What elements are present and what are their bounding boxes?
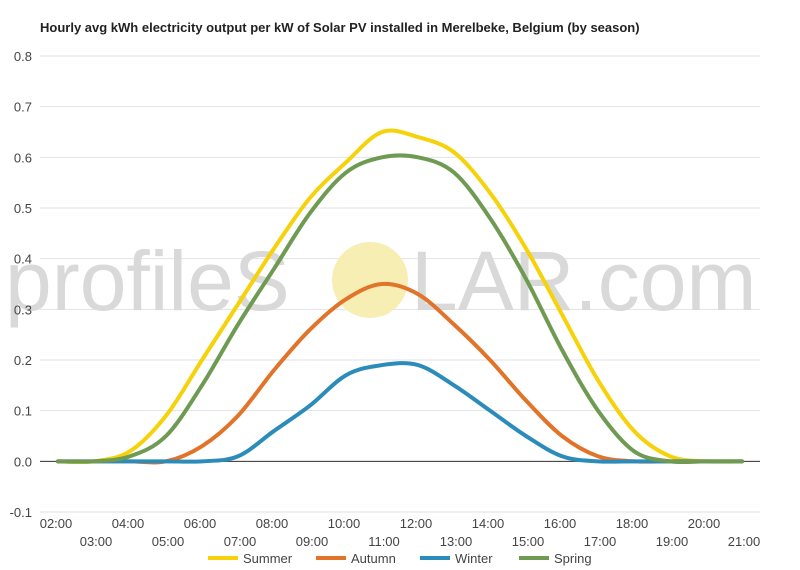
grid	[40, 55, 760, 513]
y-tick-label: -0.1	[10, 505, 32, 520]
watermark-text-left: profileS	[5, 234, 290, 328]
x-tick-label: 05:00	[152, 534, 185, 549]
legend-label: Spring	[554, 551, 592, 566]
watermark: profileS LAR.com	[5, 234, 756, 328]
series	[56, 128, 744, 465]
series-line-summer	[56, 128, 744, 465]
y-tick-label: 0.4	[14, 252, 32, 267]
x-tick-label: 13:00	[440, 534, 473, 549]
x-tick-label: 14:00	[472, 516, 505, 531]
y-tick-label: 0.7	[14, 100, 32, 115]
y-tick-label: 0.3	[14, 302, 32, 317]
x-tick-label: 08:00	[256, 516, 289, 531]
y-tick-label: 0.6	[14, 150, 32, 165]
legend-label: Autumn	[351, 551, 396, 566]
x-tick-label: 02:00	[40, 516, 73, 531]
x-tick-label: 06:00	[184, 516, 217, 531]
series-line-spring	[56, 153, 744, 465]
y-tick-label: 0.0	[14, 454, 32, 469]
chart-title: Hourly avg kWh electricity output per kW…	[40, 20, 640, 35]
axes: -0.1 0.0 0.1 0.2 0.3 0.4 0.5 0.6 0.7 0.8 02:00 04:0…	[10, 49, 761, 549]
x-tick-label: 04:00	[112, 516, 145, 531]
x-tick-label: 12:00	[400, 516, 433, 531]
y-tick-label: 0.1	[14, 404, 32, 419]
x-tick-label: 15:00	[512, 534, 545, 549]
x-tick-label: 07:00	[224, 534, 257, 549]
x-tick-label: 17:00	[584, 534, 617, 549]
x-tick-label: 21:00	[728, 534, 761, 549]
x-tick-label: 19:00	[656, 534, 689, 549]
x-tick-label: 03:00	[80, 534, 113, 549]
legend: Summer Autumn Winter Spring	[208, 551, 592, 566]
x-tick-label: 11:00	[368, 534, 400, 549]
x-tick-label: 09:00	[296, 534, 329, 549]
watermark-text-right: LAR.com	[411, 234, 756, 328]
x-tick-label: 18:00	[616, 516, 649, 531]
series-line-winter	[56, 361, 744, 464]
legend-label: Summer	[243, 551, 293, 566]
x-tick-label: 16:00	[544, 516, 577, 531]
y-tick-label: 0.5	[14, 201, 32, 216]
y-tick-label: 0.2	[14, 353, 32, 368]
y-tick-label: 0.8	[14, 49, 32, 64]
watermark-sun	[332, 242, 408, 318]
legend-label: Winter	[455, 551, 493, 566]
x-tick-label: 10:00	[328, 516, 361, 531]
x-tick-label: 20:00	[688, 516, 721, 531]
